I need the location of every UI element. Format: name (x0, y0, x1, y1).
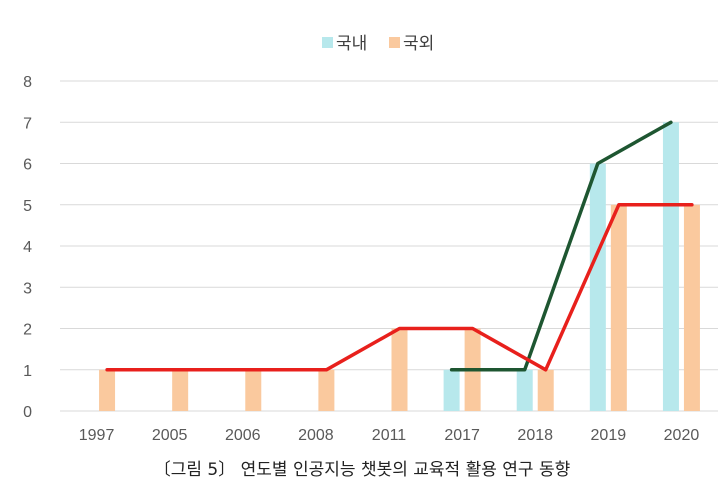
y-tick-label-5: 5 (23, 198, 32, 215)
legend: 국내 국외 (322, 34, 434, 54)
y-tick-label-0: 0 (23, 404, 32, 421)
y-tick-label-7: 7 (23, 115, 32, 132)
y-axis-ticks: 0 1 2 3 4 5 6 7 8 (23, 74, 32, 421)
x-tick-label-2011: 2011 (372, 427, 407, 444)
bar-foreign-2011 (391, 328, 408, 411)
bar-domestic-2017 (443, 369, 460, 411)
bar-foreign-2006 (245, 369, 262, 411)
x-tick-label-1997: 1997 (79, 427, 115, 444)
x-tick-label-2005: 2005 (152, 427, 188, 444)
x-tick-label-2020: 2020 (664, 427, 700, 444)
bar-foreign-2005 (172, 369, 189, 411)
x-tick-label-2019: 2019 (591, 427, 627, 444)
y-tick-label-1: 1 (23, 363, 32, 380)
x-tick-label-2008: 2008 (298, 427, 334, 444)
bar-domestic-2019 (589, 163, 606, 411)
trend-lines (105, 120, 694, 372)
y-tick-label-4: 4 (23, 239, 32, 256)
legend-label-foreign: 국외 (403, 34, 434, 54)
x-axis-ticks: 1997 2005 2006 2008 2011 2017 2018 2019 2020 (79, 427, 700, 444)
bars (99, 122, 700, 411)
figure-caption: 〔그림 5〕 연도별 인공지능 챗봇의 교육적 활용 연구 동향 (154, 460, 571, 480)
bar-foreign-2020 (683, 204, 700, 411)
y-tick-label-8: 8 (23, 74, 32, 91)
bar-domestic-2018 (516, 369, 533, 411)
x-tick-label-2018: 2018 (517, 427, 553, 444)
bar-foreign-1997 (99, 369, 116, 411)
bar-domestic-2020 (662, 122, 679, 411)
bar-foreign-2018 (537, 369, 554, 411)
bar-foreign-2019 (610, 204, 627, 411)
y-tick-label-3: 3 (23, 280, 32, 297)
trend-line-domestic (449, 120, 673, 372)
legend-swatch-domestic (322, 37, 333, 48)
x-tick-label-2006: 2006 (225, 427, 261, 444)
x-tick-label-2017: 2017 (444, 427, 480, 444)
y-tick-label-2: 2 (23, 322, 32, 339)
bar-foreign-2008 (318, 369, 335, 411)
trend-line-foreign (105, 203, 694, 372)
y-tick-label-6: 6 (23, 157, 32, 174)
legend-swatch-foreign (389, 37, 400, 48)
legend-label-domestic: 국내 (336, 34, 367, 54)
